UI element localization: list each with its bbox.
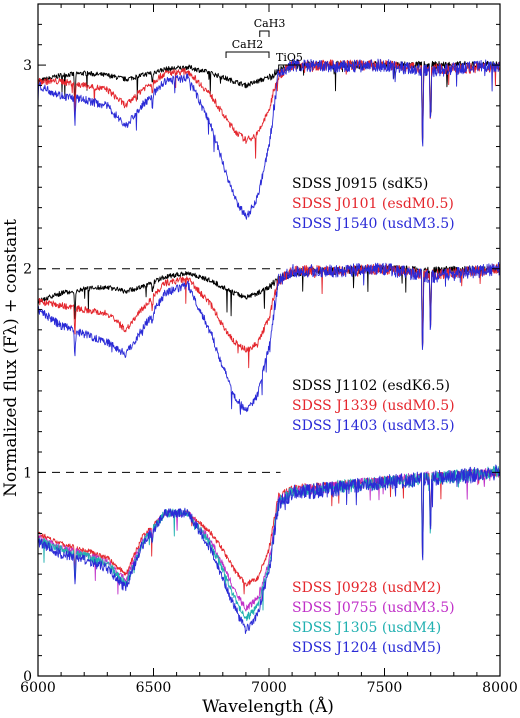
y-tick-label: 0 xyxy=(23,669,32,685)
x-tick-label: 6000 xyxy=(20,680,56,696)
band-bracket-line xyxy=(225,51,270,58)
legend-entry: SDSS J0928 (usdM2) xyxy=(292,580,441,596)
x-axis-label: Wavelength (Å) xyxy=(202,696,334,717)
legend-entry: SDSS J0755 (usdM3.5) xyxy=(292,600,455,616)
band-bracket-line xyxy=(278,64,301,71)
spectrum-group xyxy=(37,262,501,415)
band-bracket-line xyxy=(259,30,270,37)
series-layer xyxy=(37,58,501,634)
band-label: CaH2 xyxy=(232,38,264,51)
series-line xyxy=(37,464,501,634)
y-tick-label: 1 xyxy=(23,465,32,481)
series-line xyxy=(37,262,501,415)
legend-block: SDSS J0915 (sdK5) SDSS J0101 (esdM0.5) SDS… xyxy=(292,176,455,232)
x-tick-label: 8000 xyxy=(482,680,518,696)
spectrum-group xyxy=(37,58,501,220)
legend-entry: SDSS J1305 (usdM4) xyxy=(292,620,441,636)
band-label: TiO5 xyxy=(276,51,303,64)
legend-entry: SDSS J1102 (esdK6.5) xyxy=(292,378,450,394)
y-tick-label: 3 xyxy=(23,58,32,74)
legend-entry: SDSS J1339 (usdM0.5) xyxy=(292,398,455,414)
series-line xyxy=(37,58,501,220)
y-axis-label: Normalized flux (Fλ) + constant xyxy=(1,219,21,497)
legend: SDSS J0915 (sdK5) SDSS J0101 (esdM0.5) SDS… xyxy=(292,176,455,656)
legend-entry: SDSS J1540 (usdM3.5) xyxy=(292,216,455,232)
legend-block: SDSS J0928 (usdM2) SDSS J0755 (usdM3.5) SD… xyxy=(292,580,455,656)
band-bracket: TiO5 xyxy=(276,51,303,71)
x-tick-label: 7500 xyxy=(367,680,403,696)
legend-entry: SDSS J1403 (usdM3.5) xyxy=(292,418,455,434)
legend-block: SDSS J1102 (esdK6.5) SDSS J1339 (usdM0.5)… xyxy=(292,378,455,434)
reference-lines xyxy=(38,268,281,473)
axes: 6000 6500 7000 7500 8000 0 1 2 3 xyxy=(20,3,518,696)
band-bracket: CaH2 xyxy=(225,38,270,58)
band-label: CaH3 xyxy=(254,17,286,30)
x-tick-label: 6500 xyxy=(136,680,172,696)
y-tick-label: 2 xyxy=(23,262,32,278)
legend-entry: SDSS J0101 (esdM0.5) xyxy=(292,196,454,212)
legend-entry: SDSS J1204 (usdM5) xyxy=(292,640,441,656)
x-tick-label: 7000 xyxy=(251,680,287,696)
band-annotations: CaH2 CaH3 TiO5 xyxy=(225,17,303,71)
band-bracket: CaH3 xyxy=(254,17,286,37)
legend-entry: SDSS J0915 (sdK5) xyxy=(292,176,428,192)
spectrum-group xyxy=(37,464,501,634)
